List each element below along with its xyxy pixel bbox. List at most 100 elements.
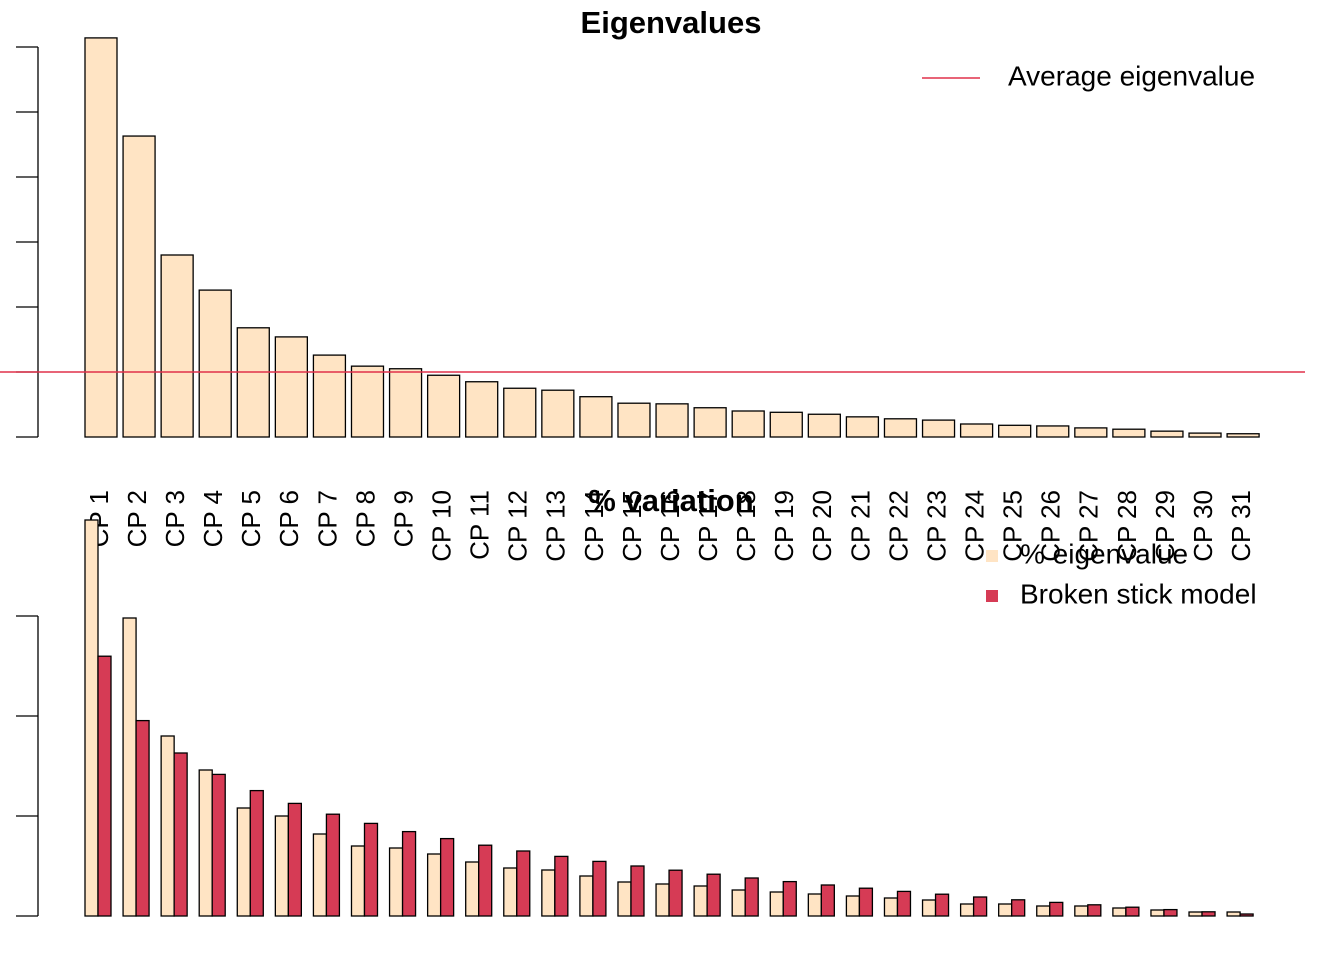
- bar: [630, 865, 645, 917]
- x-tick-label: CP 28: [1112, 490, 1142, 562]
- bar: [1036, 905, 1051, 917]
- x-tick-label: CP 26: [1036, 490, 1066, 562]
- x-tick-label: CP 30: [1188, 490, 1218, 562]
- bar: [1112, 428, 1146, 438]
- bar: [1125, 906, 1140, 917]
- x-tick-label: CP 11: [465, 490, 495, 560]
- bar: [465, 861, 480, 917]
- bar: [921, 899, 937, 917]
- x-tick-label: CP 22: [883, 490, 913, 562]
- bar: [478, 844, 493, 917]
- legend-swatch: [986, 550, 998, 562]
- bar: [617, 402, 651, 438]
- bar: [807, 413, 841, 438]
- bar: [782, 880, 797, 917]
- legend-label: % eigenvalue: [1020, 538, 1188, 569]
- bar: [845, 416, 880, 438]
- bar: [693, 407, 727, 438]
- x-tick-label: CP 17: [693, 490, 723, 562]
- bar: [236, 327, 270, 438]
- bar: [236, 807, 251, 917]
- bar: [731, 410, 765, 438]
- bar: [668, 869, 683, 917]
- bar: [845, 895, 861, 917]
- bar: [426, 853, 442, 917]
- bar: [883, 418, 918, 438]
- bar: [655, 403, 689, 438]
- x-tick-label: CP 27: [1074, 490, 1104, 562]
- bar: [769, 891, 784, 917]
- bar: [122, 135, 156, 438]
- bar: [249, 789, 264, 917]
- bar: [350, 365, 385, 438]
- bar: [1188, 432, 1222, 438]
- bar: [1074, 905, 1089, 917]
- bar: [312, 833, 328, 917]
- bar: [592, 860, 607, 917]
- bar: [655, 883, 670, 917]
- bar: [1087, 904, 1102, 917]
- x-tick-label: CP 21: [845, 490, 875, 562]
- bar: [160, 735, 175, 917]
- x-tick-label: CP 9: [388, 490, 418, 547]
- x-tick-label: CP 7: [312, 490, 342, 547]
- bar: [122, 617, 137, 917]
- bar: [97, 655, 112, 917]
- bar: [858, 887, 874, 917]
- bar: [896, 890, 912, 917]
- x-tick-label: CP 31: [1226, 490, 1256, 562]
- bar: [1163, 908, 1178, 917]
- bar: [998, 424, 1032, 438]
- bar: [198, 769, 213, 917]
- bar: [1188, 911, 1203, 917]
- bar: [465, 381, 499, 438]
- bar: [820, 884, 835, 917]
- bar: [934, 893, 950, 917]
- bar: [1239, 913, 1254, 917]
- bar: [84, 37, 118, 438]
- chart-title: Eigenvalues: [581, 5, 762, 40]
- x-tick-label: CP 12: [503, 490, 533, 562]
- chart-title: % variation: [588, 483, 753, 518]
- bar: [541, 869, 556, 917]
- bar: [135, 719, 150, 917]
- bar: [1011, 899, 1026, 917]
- bar: [579, 875, 594, 917]
- bar: [959, 423, 994, 438]
- bar: [516, 850, 531, 917]
- x-tick-label: CP 13: [541, 490, 571, 562]
- bar: [1226, 911, 1241, 917]
- bar: [998, 903, 1013, 917]
- bar: [1150, 430, 1184, 438]
- bar: [325, 813, 341, 917]
- x-tick-label: CP 18: [731, 490, 761, 562]
- x-tick-label: CP 19: [769, 490, 799, 562]
- bar: [1226, 433, 1260, 438]
- bar: [287, 802, 303, 917]
- bar: [579, 396, 613, 438]
- x-tick-label: CP 10: [427, 490, 457, 562]
- bar: [693, 885, 708, 917]
- bar: [211, 773, 226, 917]
- bar: [731, 889, 746, 917]
- bar: [921, 419, 956, 438]
- bar: [706, 873, 721, 917]
- bar: [439, 837, 455, 917]
- bar: [401, 830, 417, 917]
- x-tick-label: CP 20: [807, 490, 837, 562]
- legend-label: Broken stick model: [1020, 578, 1257, 609]
- bar: [1150, 909, 1165, 917]
- bar: [388, 847, 404, 917]
- x-tick-label: CP 2: [122, 490, 152, 547]
- bar: [84, 519, 99, 917]
- x-tick-label: CP 24: [959, 490, 989, 562]
- bar: [160, 254, 194, 438]
- bar: [503, 387, 537, 438]
- bar: [312, 354, 347, 438]
- bar: [274, 336, 309, 438]
- bar: [426, 374, 461, 438]
- x-tick-label: CP 14: [579, 490, 609, 562]
- bar: [1201, 911, 1216, 917]
- bar: [617, 881, 632, 917]
